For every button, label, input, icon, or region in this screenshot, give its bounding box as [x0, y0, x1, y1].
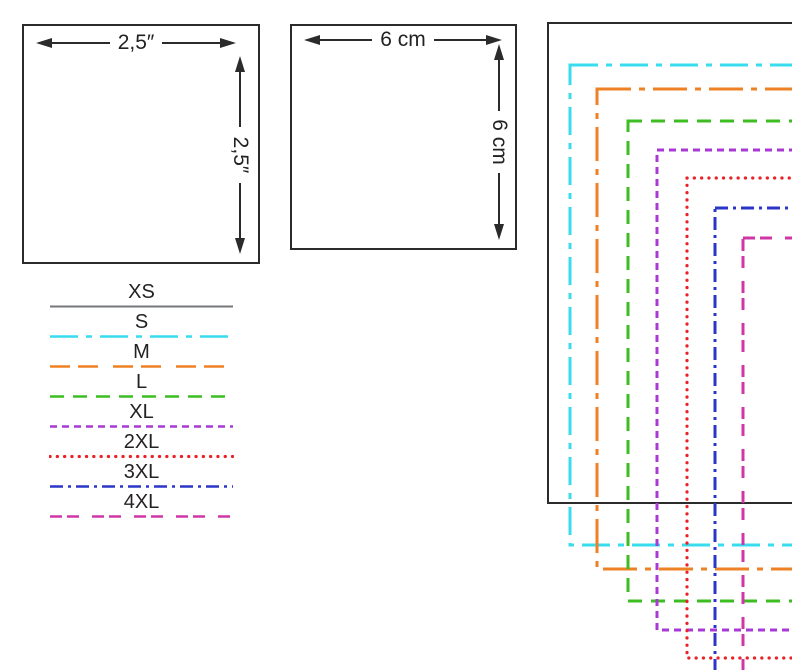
dimension-line [433, 39, 487, 41]
legend-size-label: XS [128, 281, 155, 303]
cm-width-label: 6 cm [380, 28, 426, 51]
dimension-line [498, 173, 500, 224]
legend-size-label: 4XL [123, 491, 160, 513]
size-rect-2xl [685, 176, 792, 660]
dimension-line [498, 60, 500, 111]
arrow-up-icon [494, 44, 504, 60]
legend-line-swatch [49, 454, 234, 459]
inch-height-label-box: 2,5″ [227, 127, 253, 183]
legend-item-l: L [49, 372, 234, 400]
legend-line-swatch [50, 515, 233, 518]
dimension-line [52, 42, 110, 44]
size-rect-m [595, 87, 792, 571]
legend-size-label: 3XL [123, 461, 160, 483]
cm-height-label-box: 6 cm [486, 111, 512, 173]
inch-square: 2,5″ 2,5″ [22, 24, 260, 264]
legend-item-2xl: 2XL [49, 432, 234, 460]
legend-line-swatch [50, 365, 233, 368]
size-rect-s [568, 63, 792, 547]
legend-line-swatch [50, 425, 233, 428]
inch-height-dimension: 2,5″ [227, 56, 253, 254]
legend-item-3xl: 3XL [49, 462, 234, 490]
arrow-down-icon [494, 224, 504, 240]
arrow-left-icon [36, 38, 52, 48]
inch-width-label: 2,5″ [117, 31, 155, 54]
arrow-left-icon [304, 35, 320, 45]
cm-width-dimension: 6 cm [304, 27, 503, 53]
legend-size-label: L [135, 371, 148, 393]
cm-height-dimension: 6 cm [486, 44, 512, 240]
legend-line-swatch [50, 305, 233, 308]
arrow-up-icon [235, 56, 245, 72]
legend-line-swatch [50, 335, 233, 338]
dimension-line [320, 39, 373, 41]
legend-size-label: 2XL [123, 431, 160, 453]
size-rect-xs [547, 22, 792, 504]
cm-square: 6 cm 6 cm [290, 24, 517, 250]
legend-size-label: XL [129, 401, 154, 423]
legend-size-label: S [134, 311, 149, 333]
dimension-line [162, 42, 221, 44]
arrow-down-icon [235, 238, 245, 254]
legend-item-4xl: 4XL [49, 492, 234, 520]
inch-width-dimension: 2,5″ [36, 30, 237, 56]
arrow-right-icon [220, 38, 237, 48]
size-legend: XS S M L XL 2XL 3XL [49, 282, 234, 522]
size-rect-xl [655, 148, 792, 632]
inch-height-label: 2,5″ [229, 136, 252, 174]
dimension-line [239, 183, 241, 238]
cm-height-label: 6 cm [488, 119, 511, 165]
legend-item-s: S [49, 312, 234, 340]
nested-size-rectangles [547, 22, 792, 670]
dimension-line [239, 72, 241, 127]
legend-item-xs: XS [49, 282, 234, 310]
arrow-right-icon [486, 35, 503, 45]
legend-item-m: M [49, 342, 234, 370]
legend-size-label: M [133, 341, 150, 363]
size-rect-l [626, 119, 792, 603]
legend-line-swatch [50, 485, 233, 488]
legend-line-swatch [50, 395, 233, 398]
legend-item-xl: XL [49, 402, 234, 430]
size-rect-4xl [741, 236, 792, 670]
